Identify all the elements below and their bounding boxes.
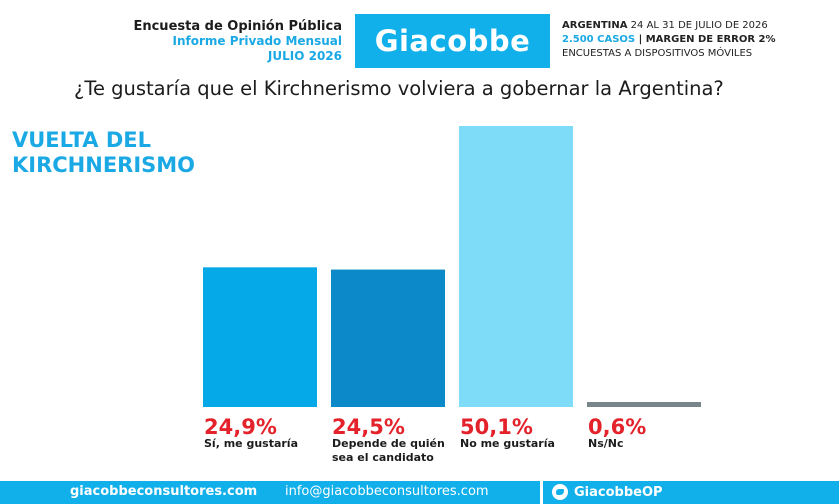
email-link[interactable]: info@giacobbeconsultores.com: [285, 484, 489, 499]
chart-side-title: VUELTA DEL KIRCHNERISMO: [12, 128, 196, 177]
category-label-2-line-1: Depende de quién: [332, 437, 445, 450]
category-label-3: No me gustaría: [460, 437, 555, 450]
category-label-2-line-2: sea el candidato: [332, 451, 434, 464]
twitter-label: GiacobbeOP: [574, 484, 663, 500]
country-label: ARGENTINA: [562, 20, 628, 31]
twitter-icon: [552, 484, 568, 500]
value-label-2: 24,5%: [332, 415, 405, 439]
bar-4: [587, 402, 701, 407]
footer-separator: [540, 481, 543, 504]
footer-bar: giacobbeconsultores.com info@giacobbecon…: [0, 481, 839, 504]
report-type: Informe Privado Mensual: [172, 34, 343, 48]
header-right-block: ARGENTINA 24 AL 31 DE JULIO DE 2026 2.50…: [562, 19, 776, 61]
margin-of-error: | MARGEN DE ERROR 2%: [635, 34, 776, 45]
survey-title: Encuesta de Opinión Pública: [133, 19, 342, 34]
bar-3: [459, 126, 573, 407]
website-link[interactable]: giacobbeconsultores.com: [70, 484, 258, 499]
twitter-handle[interactable]: GiacobbeOP: [552, 484, 663, 500]
survey-question: ¿Te gustaría que el Kirchnerismo volvier…: [74, 77, 724, 100]
sample-size: 2.500 CASOS: [562, 34, 636, 45]
bar-2: [331, 269, 445, 407]
giacobbe-logo: Giacobbe: [355, 14, 550, 68]
report-date: JULIO 2026: [267, 49, 342, 63]
category-label-4: Ns/Nc: [588, 437, 624, 450]
survey-method: ENCUESTAS A DISPOSITIVOS MÓVILES: [562, 48, 753, 59]
value-label-4: 0,6%: [588, 415, 646, 439]
survey-dates: 24 AL 31 DE JULIO DE 2026: [627, 20, 768, 31]
header-left-block: Encuesta de Opinión Pública Informe Priv…: [133, 19, 342, 64]
bar-1: [203, 267, 317, 407]
category-label-1: Sí, me gustaría: [204, 437, 298, 450]
value-label-1: 24,9%: [204, 415, 277, 439]
value-label-3: 50,1%: [460, 415, 533, 439]
